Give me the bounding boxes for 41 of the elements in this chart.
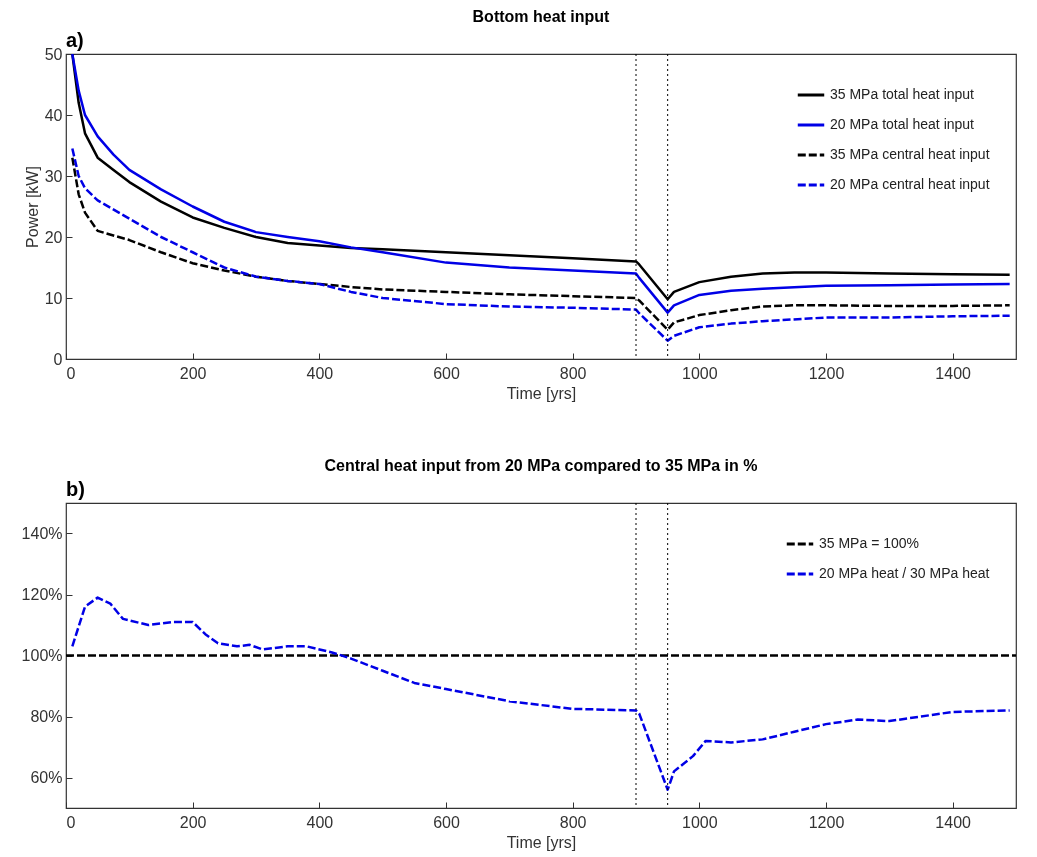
x-tick-label: 400 (306, 813, 334, 831)
x-tick-label: 1200 (808, 813, 845, 831)
text: b) (66, 478, 85, 500)
legend-label: 35 MPa central heat input (830, 146, 990, 162)
x-tick-label: 0 (66, 364, 76, 382)
y-tick-label: 40 (44, 106, 63, 124)
x-tick-label: 1400 (935, 813, 972, 831)
x-axis-title: Time [yrs] (506, 833, 577, 851)
y-tick-label: 100% (21, 647, 63, 664)
y-tick-label: 50 (44, 45, 63, 63)
x-tick-label: 1400 (935, 364, 972, 382)
x-tick-label: 0 (66, 813, 76, 831)
x-tick-label: 1000 (682, 813, 718, 831)
chart-title: Bottom heat input (472, 8, 611, 25)
line-series (71, 596, 1011, 791)
x-axis-title: Time [yrs] (506, 384, 577, 402)
x-tick-label: 800 (559, 813, 587, 831)
legend-label: 35 MPa total heat input (830, 86, 975, 102)
legend-label: 20 MPa central heat input (830, 176, 990, 192)
y-tick-label: 140% (21, 525, 63, 542)
x-tick-label: 200 (179, 813, 207, 831)
y-tick-label: 30 (44, 167, 63, 185)
x-tick-label: 800 (559, 364, 587, 382)
chart-title: Central heat input from 20 MPa compared to 35 MPa in % (324, 457, 758, 474)
legend-label: 35 MPa = 100% (819, 535, 920, 551)
y-tick-label: 10 (44, 289, 63, 307)
legend-label: 20 MPa total heat input (830, 116, 975, 132)
x-tick-label: 400 (306, 364, 334, 382)
y-tick-label: 120% (21, 586, 63, 603)
x-tick-label: 600 (433, 813, 460, 831)
legend-label: 20 MPa heat / 30 MPa heat (819, 565, 990, 581)
y-tick-label: 0 (53, 350, 63, 368)
x-tick-label: 1200 (808, 364, 845, 382)
y-tick-label: 80% (30, 708, 63, 725)
y-axis-title: Power [kW] (23, 166, 41, 248)
x-tick-label: 600 (433, 364, 460, 382)
x-tick-label: 200 (179, 364, 207, 382)
y-tick-label: 20 (44, 228, 63, 246)
x-tick-label: 1000 (682, 364, 718, 382)
text: a) (66, 29, 84, 51)
y-tick-label: 60% (30, 769, 63, 786)
